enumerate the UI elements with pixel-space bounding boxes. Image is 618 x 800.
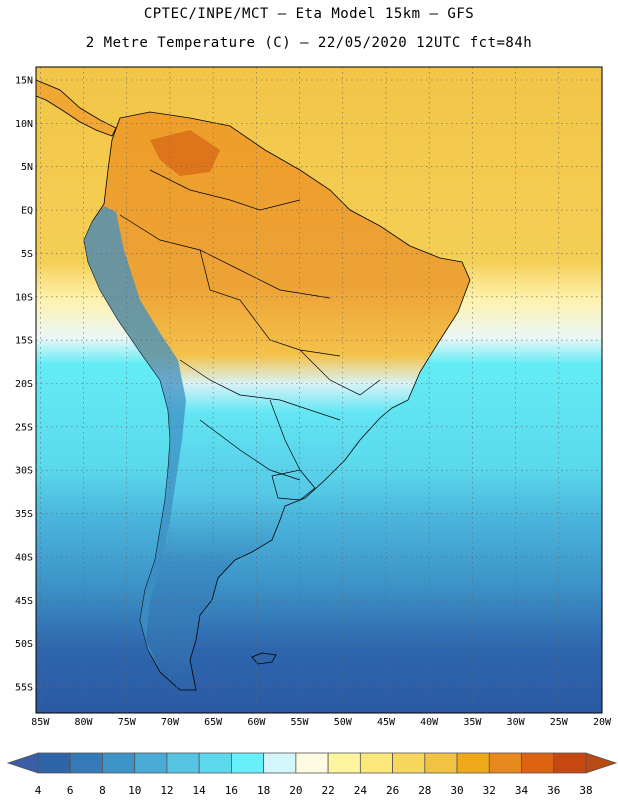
lat-tick-label: 40S [15,552,33,563]
andes-cool-band [84,206,186,670]
map-frame [35,66,603,714]
colorbar-tick-label: 32 [483,784,496,797]
hot-spot-venezuela [150,130,220,176]
lon-tick-label: 20W [593,717,612,728]
colorbar-tick-label: 30 [450,784,463,797]
lat-tick-label: 5N [21,162,33,173]
chart-title-line1: CPTEC/INPE/MCT – Eta Model 15km – GFS [143,6,475,22]
map-border [35,66,603,714]
lon-tick-label: 70W [161,717,180,728]
temperature-colorbar: 4 6 8 10 12 14 16 18 20 22 24 26 28 30 32 34 36 38 [6,752,618,797]
colorbar-swatch [166,752,200,774]
lat-tick-label: 35S [15,509,33,520]
colorbar-swatch [327,752,361,774]
lon-tick-label: 40W [420,717,439,728]
temperature-map: 15N 10N 5N EQ 5S 10S 15S 20S 25S 30S 35S 40S 45S 50S 5… [15,66,612,728]
colorbar-swatch [521,752,555,774]
lon-tick-label: 75W [118,717,137,728]
lat-tick-label: 50S [15,639,33,650]
lon-tick-label: 35W [463,717,482,728]
colorbar-tick-label: 14 [193,784,207,797]
lon-tick-label: 80W [74,717,93,728]
colorbar-tick-label: 22 [321,784,334,797]
lat-tick-label: EQ [21,206,33,217]
lon-tick-label: 25W [550,717,569,728]
colorbar-swatch [424,752,458,774]
colorbar-tick-label: 28 [418,784,431,797]
falkland-islands [251,652,277,665]
colorbar-tick-label: 38 [579,784,592,797]
chart-title-line2: 2 Metre Temperature (C) – 22/05/2020 12U… [85,35,533,51]
colorbar-swatch [231,752,265,774]
colorbar-tick-label: 20 [289,784,302,797]
colorbar-tick-label: 8 [99,784,106,797]
colorbar-low-arrow [6,752,39,774]
colorbar-swatch [488,752,522,774]
colorbar-tick-label: 34 [515,784,529,797]
colorbar-swatch [392,752,426,774]
country-borders [119,169,381,501]
colorbar-swatch [553,752,587,774]
lat-tick-label: 55S [15,682,33,693]
colorbar-swatch [295,752,329,774]
longitude-axis: 85W 80W 75W 70W 65W 60W 55W 50W 45W 40W 35W 30W 25W 2… [31,717,612,728]
colorbar-swatch [198,752,232,774]
colorbar-tick-label: 4 [35,784,42,797]
colorbar-tick-label: 6 [67,784,74,797]
lat-tick-label: 30S [15,466,33,477]
lat-tick-label: 25S [15,422,33,433]
lat-tick-label: 20S [15,379,33,390]
lat-tick-label: 15S [15,336,33,347]
colorbar-high-arrow [585,752,618,774]
lat-tick-label: 10N [15,119,33,130]
lat-tick-label: 10S [15,292,33,303]
colorbar-swatch [359,752,393,774]
lon-tick-label: 55W [291,717,310,728]
lon-tick-label: 50W [334,717,353,728]
central-america [35,79,117,137]
latitude-axis: 15N 10N 5N EQ 5S 10S 15S 20S 25S 30S 35S 40S 45S 50S 5… [15,76,33,694]
colorbar-swatch [69,752,103,774]
colorbar-swatch [37,752,71,774]
lat-tick-label: 15N [15,76,33,87]
colorbar-swatch [134,752,168,774]
colorbar-tick-label: 18 [257,784,270,797]
lon-tick-label: 65W [204,717,223,728]
colorbar-tick-label: 16 [225,784,238,797]
colorbar-tick-label: 12 [160,784,173,797]
lat-tick-label: 5S [21,249,33,260]
colorbar-swatch [263,752,297,774]
colorbar-tick-label: 24 [354,784,368,797]
lon-tick-label: 30W [507,717,526,728]
colorbar-swatch [456,752,490,774]
lon-tick-label: 45W [377,717,396,728]
colorbar-tick-label: 26 [386,784,399,797]
lat-tick-label: 45S [15,596,33,607]
colorbar-tick-label: 36 [547,784,560,797]
colorbar-tick-label: 10 [128,784,141,797]
lon-tick-label: 60W [247,717,266,728]
colorbar-swatch [102,752,136,774]
lon-tick-label: 85W [31,717,50,728]
